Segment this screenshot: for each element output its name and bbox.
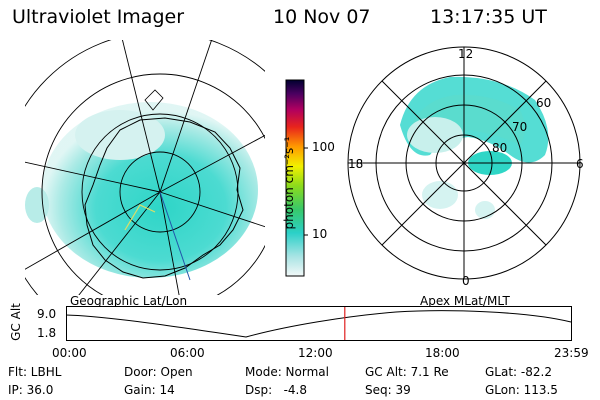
mlt-label-12: 12 — [458, 47, 474, 61]
date-label: 10 Nov 07 — [273, 6, 371, 28]
timeline-y-tick-max: 9.0 — [37, 307, 57, 321]
timeline-y-tick-min: 1.8 — [37, 326, 57, 340]
instrument-title: Ultraviolet Imager — [12, 6, 185, 28]
colorbar-unit-label: photon cm⁻²s⁻¹ — [282, 136, 296, 230]
lat-label-80: 80 — [492, 141, 508, 155]
mlt-label-18: 18 — [348, 157, 364, 171]
timeline-x-tick-0600: 06:00 — [170, 346, 205, 360]
seq-readout: Seq: 39 — [365, 383, 411, 397]
dsp-readout: Dsp: -4.8 — [245, 383, 308, 397]
filter-readout: Flt: LBHL — [8, 365, 62, 379]
colorbar-tick-100: 100 — [312, 140, 335, 154]
lat-label-60: 60 — [536, 96, 552, 110]
mode-readout: Mode: Normal — [245, 365, 329, 379]
geographic-map — [25, 40, 265, 295]
door-readout: Door: Open — [124, 365, 193, 379]
timeline-x-tick-1200: 12:00 — [298, 346, 333, 360]
gc-alt-readout: GC Alt: 7.1 Re — [365, 365, 449, 379]
orbit-altitude-timeline — [66, 306, 572, 341]
colorbar-tick-10: 10 — [312, 227, 328, 241]
mlt-label-0: 0 — [462, 274, 470, 288]
polar-plot — [347, 46, 581, 280]
glon-readout: GLon: 113.5 — [485, 383, 558, 397]
apex-panel-label: Apex MLat/MLT — [420, 294, 510, 308]
geographic-panel-label: Geographic Lat/Lon — [70, 294, 188, 308]
timeline-x-tick-1800: 18:00 — [425, 346, 460, 360]
mlt-label-6: 6 — [576, 157, 584, 171]
gain-readout: Gain: 14 — [124, 383, 175, 397]
ip-readout: IP: 36.0 — [8, 383, 54, 397]
timeline-x-tick-2359: 23:59 — [554, 346, 589, 360]
time-label: 13:17:35 UT — [430, 6, 547, 28]
lat-label-70: 70 — [512, 120, 528, 134]
colorbar — [285, 79, 308, 277]
glat-readout: GLat: -82.2 — [485, 365, 552, 379]
timeline-x-tick-0000: 00:00 — [52, 346, 87, 360]
timeline-y-axis-label: GC Alt — [9, 303, 23, 341]
